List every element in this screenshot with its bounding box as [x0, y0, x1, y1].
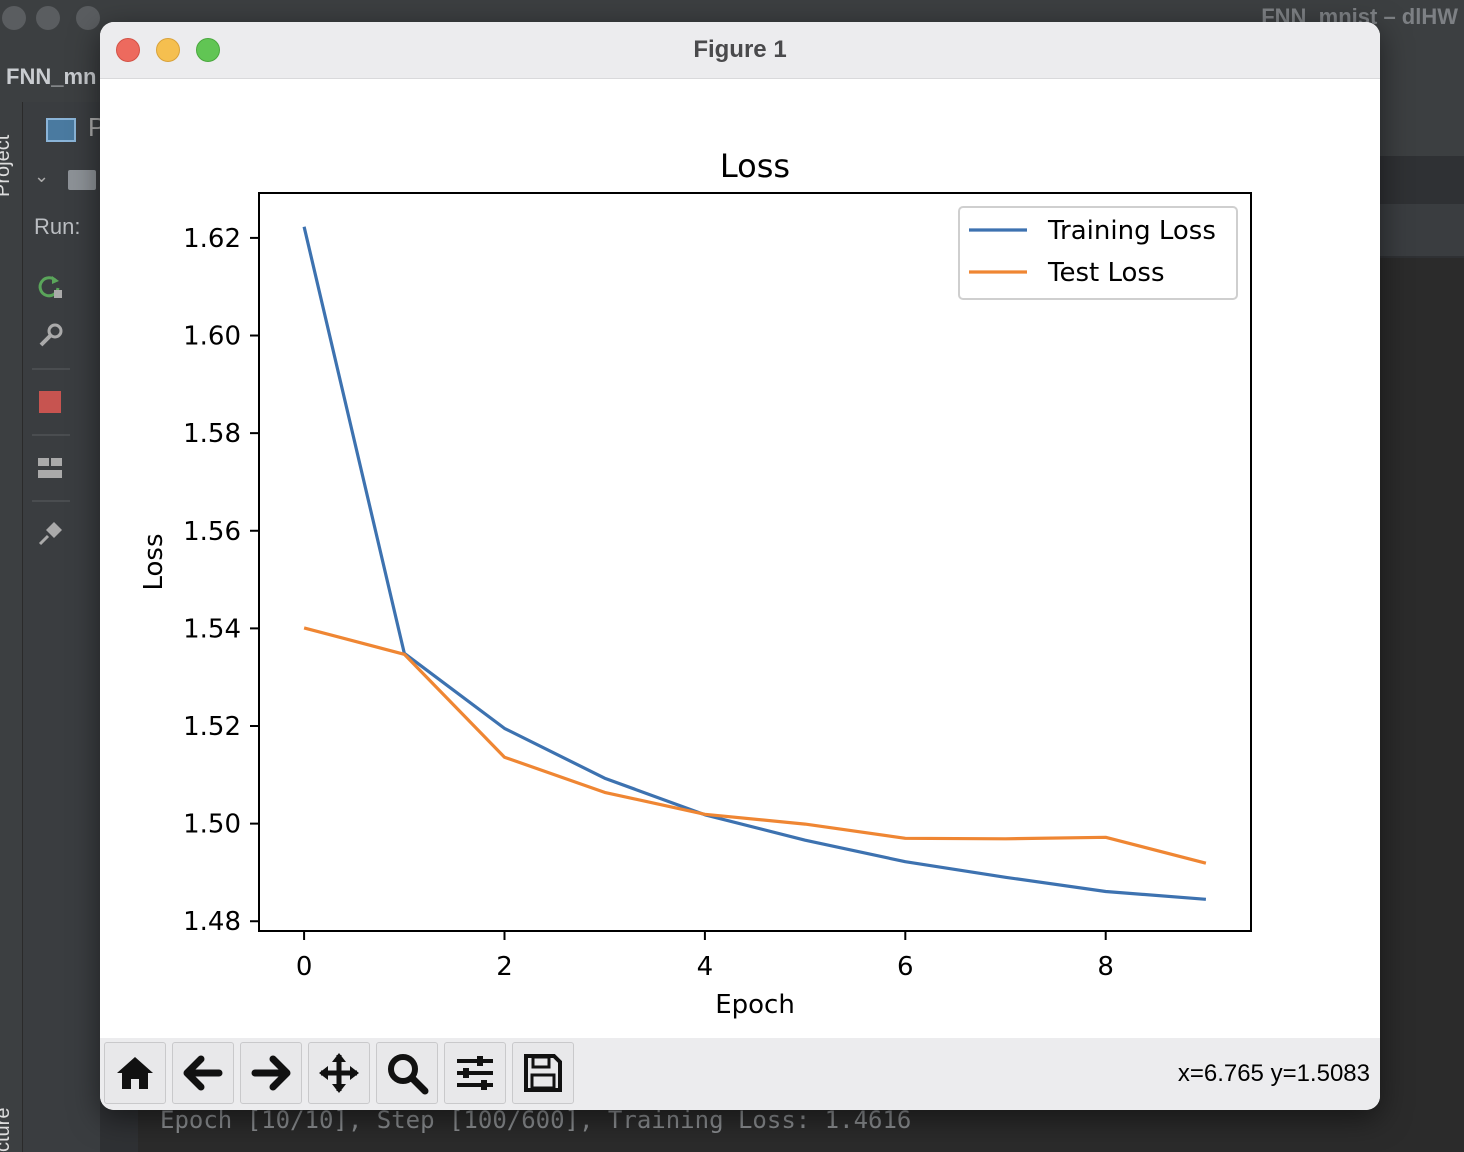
- close-window-button[interactable]: [116, 38, 140, 62]
- legend-box: [958, 206, 1238, 300]
- left-tool-strip: Project cture: [0, 102, 23, 1152]
- run-header: [1380, 204, 1464, 256]
- project-name[interactable]: FNN_mn: [6, 64, 97, 89]
- y-tick-label: 1.50: [183, 810, 241, 840]
- chevron-down-icon[interactable]: ⌄: [34, 166, 50, 186]
- cursor-coordinates: x=6.765 y=1.5083: [1177, 1060, 1370, 1087]
- toolbar-separator: [32, 500, 70, 502]
- figure-title-bar: Figure 1: [100, 22, 1380, 79]
- y-tick-label: 1.58: [183, 419, 241, 449]
- y-axis-label: Loss: [139, 533, 169, 590]
- y-tick-label: 1.62: [183, 224, 241, 254]
- project-tool-tab[interactable]: Project: [0, 134, 14, 197]
- pin-icon[interactable]: [36, 520, 64, 548]
- run-toolbar: P ⌄: [22, 102, 105, 1152]
- y-tick-label: 1.54: [183, 614, 241, 644]
- console-line: Epoch [10/10], Step [100/600], Training …: [160, 1106, 912, 1134]
- forward-button[interactable]: [240, 1042, 302, 1104]
- stop-icon[interactable]: [36, 388, 64, 416]
- y-tick-label: 1.60: [183, 322, 241, 352]
- wrench-icon[interactable]: [36, 322, 64, 350]
- forward-icon: [251, 1055, 291, 1091]
- home-icon: [117, 1057, 153, 1089]
- project-view-icon[interactable]: [46, 118, 76, 142]
- x-tick-label: 4: [697, 952, 714, 982]
- rerun-icon[interactable]: [36, 272, 64, 300]
- x-tick-label: 8: [1097, 952, 1114, 982]
- figure-window: Figure 1 Loss 0 2 4 6 8 1.48 1.50 1.52 1.54 1.56 1.…: [100, 22, 1380, 1110]
- back-icon: [183, 1055, 223, 1091]
- minimize-window-button[interactable]: [156, 38, 180, 62]
- x-tick-label: 0: [296, 952, 313, 982]
- ide-window-dot[interactable]: [76, 6, 100, 30]
- legend-label: Test Loss: [1047, 258, 1165, 288]
- zoom-button[interactable]: [376, 1042, 438, 1104]
- back-button[interactable]: [172, 1042, 234, 1104]
- ide-window-dot[interactable]: [36, 6, 60, 30]
- configure-subplots-button[interactable]: [444, 1042, 506, 1104]
- maximize-window-button[interactable]: [196, 38, 220, 62]
- ide-window-dot[interactable]: [2, 6, 26, 30]
- save-icon: [524, 1054, 562, 1092]
- home-button[interactable]: [104, 1042, 166, 1104]
- x-tick-label: 2: [496, 952, 513, 982]
- legend-label: Training Loss: [1047, 216, 1216, 246]
- figure-title: Figure 1: [693, 36, 787, 63]
- toolbar-separator: [32, 434, 70, 436]
- axes-frame: [258, 192, 1252, 932]
- chart-title: Loss: [720, 147, 790, 185]
- layout-icon[interactable]: [36, 454, 64, 482]
- toolbar-separator: [32, 368, 70, 370]
- loss-chart[interactable]: Loss 0 2 4 6 8 1.48 1.50 1.52 1.54 1.56 1.58 1.60 1.6…: [100, 78, 1380, 1038]
- y-tick-label: 1.56: [183, 517, 241, 547]
- pan-icon: [319, 1053, 359, 1093]
- series-line-training-loss: [302, 226, 1207, 901]
- zoom-icon: [388, 1054, 429, 1095]
- folder-icon: [68, 170, 96, 190]
- x-tick-label: 6: [897, 952, 914, 982]
- navigation-toolbar: x=6.765 y=1.5083: [100, 1038, 1380, 1110]
- pan-button[interactable]: [308, 1042, 370, 1104]
- save-button[interactable]: [512, 1042, 574, 1104]
- y-tick-label: 1.48: [183, 907, 241, 937]
- editor-header: [1380, 102, 1464, 156]
- configure-subplots-icon: [457, 1056, 493, 1090]
- x-axis-label: Epoch: [715, 990, 795, 1020]
- y-tick-label: 1.52: [183, 712, 241, 742]
- series-line-test-loss: [303, 626, 1207, 865]
- console-area: [1380, 258, 1464, 1152]
- structure-tool-tab[interactable]: cture: [0, 1107, 14, 1152]
- run-label: Run:: [34, 214, 81, 239]
- console-output: Epoch [10/10], Step [100/600], Training …: [138, 1102, 1464, 1152]
